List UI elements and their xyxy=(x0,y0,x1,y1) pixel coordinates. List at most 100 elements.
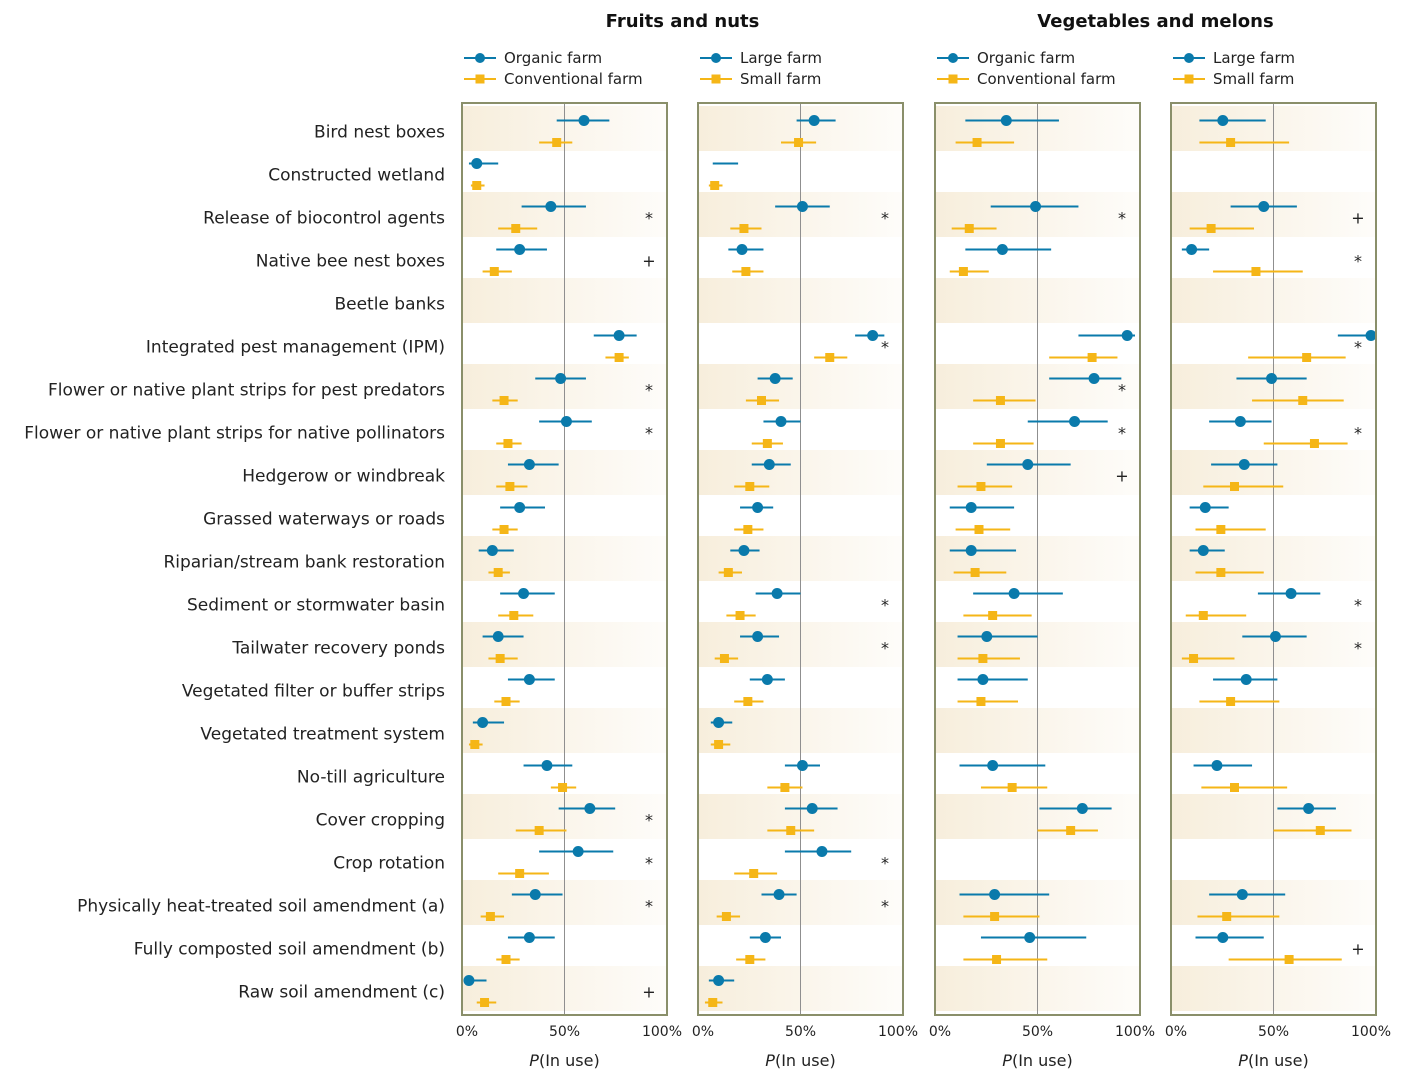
estimate-point xyxy=(761,674,773,685)
estimate-point xyxy=(965,545,977,556)
estimate-point xyxy=(1216,525,1226,534)
x-axis-label: P(In use) xyxy=(529,1051,599,1070)
estimate-point xyxy=(552,138,562,147)
estimate-point xyxy=(714,740,724,749)
significance-mark: * xyxy=(645,209,653,228)
estimate-point xyxy=(745,482,755,491)
x-axis-label: P(In use) xyxy=(1238,1051,1308,1070)
estimate-point xyxy=(511,224,521,233)
estimate-point xyxy=(752,631,764,642)
significance-mark: + xyxy=(642,252,655,271)
x-tick-label: 50% xyxy=(549,1024,580,1040)
estimate-point xyxy=(545,201,557,212)
estimate-point xyxy=(1230,783,1239,792)
x-tick-label: 0% xyxy=(456,1024,478,1040)
estimate-point xyxy=(541,760,553,771)
x-tick-label: 50% xyxy=(785,1024,816,1040)
estimate-point xyxy=(518,588,530,599)
group-title: Fruits and nuts xyxy=(606,11,760,32)
estimate-point xyxy=(1069,416,1081,427)
estimate-point xyxy=(780,783,790,792)
estimate-point xyxy=(1266,373,1278,384)
legend-entry: Large farm xyxy=(740,49,822,67)
estimate-point xyxy=(964,224,974,233)
estimate-point xyxy=(492,631,504,642)
significance-mark: * xyxy=(881,639,889,658)
estimate-point xyxy=(1007,783,1017,792)
estimate-point xyxy=(757,396,766,405)
estimate-point xyxy=(1285,588,1297,599)
estimate-point xyxy=(762,439,772,448)
estimate-point xyxy=(584,803,596,814)
estimate-point xyxy=(1251,267,1261,276)
estimate-point xyxy=(1226,697,1236,706)
estimate-point xyxy=(515,869,525,878)
estimate-point xyxy=(493,568,503,577)
estimate-point xyxy=(501,697,511,706)
significance-mark: * xyxy=(881,338,889,357)
x-tick-label: 100% xyxy=(642,1024,682,1040)
legend-entry: Large farm xyxy=(1213,49,1295,67)
significance-mark: * xyxy=(1354,639,1362,658)
estimate-point xyxy=(534,826,544,835)
estimate-point xyxy=(775,416,787,427)
significance-mark: * xyxy=(1354,338,1362,357)
estimate-point xyxy=(972,138,982,147)
estimate-point xyxy=(572,846,584,857)
significance-mark: * xyxy=(1354,252,1362,271)
x-tick-label: 0% xyxy=(692,1024,714,1040)
estimate-point xyxy=(477,717,489,728)
estimate-point xyxy=(796,201,808,212)
estimate-point xyxy=(958,267,968,276)
legend-marker-square xyxy=(1184,74,1194,84)
legend-marker-square xyxy=(711,74,721,84)
practice-label: Bird nest boxes xyxy=(314,123,445,143)
estimate-point xyxy=(1197,545,1209,556)
legend-entry: Small farm xyxy=(1213,70,1294,88)
estimate-point xyxy=(1303,803,1315,814)
estimate-point xyxy=(752,502,764,513)
panel-border xyxy=(1170,102,1377,1016)
estimate-point xyxy=(1309,439,1319,448)
estimate-point xyxy=(796,760,808,771)
legend-marker-square xyxy=(475,74,485,84)
practice-label: No-till agriculture xyxy=(297,768,445,788)
estimate-point xyxy=(560,416,572,427)
estimate-point xyxy=(741,267,751,276)
estimate-point xyxy=(974,525,984,534)
estimate-point xyxy=(1238,459,1250,470)
estimate-point xyxy=(977,674,989,685)
significance-mark: * xyxy=(1118,381,1126,400)
estimate-point xyxy=(523,459,535,470)
estimate-point xyxy=(1234,416,1246,427)
legend-marker-circle xyxy=(711,53,721,63)
estimate-point xyxy=(989,889,1001,900)
practice-label: Physically heat-treated soil amendment (… xyxy=(77,897,445,917)
estimate-point xyxy=(990,912,1000,921)
x-tick-label: 50% xyxy=(1022,1024,1053,1040)
estimate-point xyxy=(745,955,755,964)
practice-label: Cover cropping xyxy=(316,811,445,831)
x-axis-label-italic: P xyxy=(529,1051,539,1070)
estimate-point xyxy=(514,502,526,513)
estimate-point xyxy=(1217,932,1229,943)
legend-entry: Organic farm xyxy=(977,49,1075,67)
estimate-point xyxy=(739,224,749,233)
estimate-point xyxy=(1217,115,1229,126)
estimate-point xyxy=(786,826,796,835)
estimate-point xyxy=(970,568,980,577)
estimate-point xyxy=(1000,115,1012,126)
estimate-point xyxy=(1022,459,1034,470)
estimate-point xyxy=(738,545,750,556)
estimate-point xyxy=(763,459,775,470)
panel-4: Large farm Small farm + * * * * * +0% 50% 100% P(In… xyxy=(1165,49,1391,1070)
estimate-point xyxy=(1189,654,1199,663)
estimate-point xyxy=(1088,373,1100,384)
estimate-point xyxy=(495,654,505,663)
estimate-point xyxy=(769,373,781,384)
estimate-point xyxy=(981,631,993,642)
estimate-point xyxy=(713,717,725,728)
x-tick-label: 50% xyxy=(1258,1024,1289,1040)
practice-label: Raw soil amendment (c) xyxy=(238,983,445,1003)
practice-label: Hedgerow or windbreak xyxy=(242,467,445,487)
